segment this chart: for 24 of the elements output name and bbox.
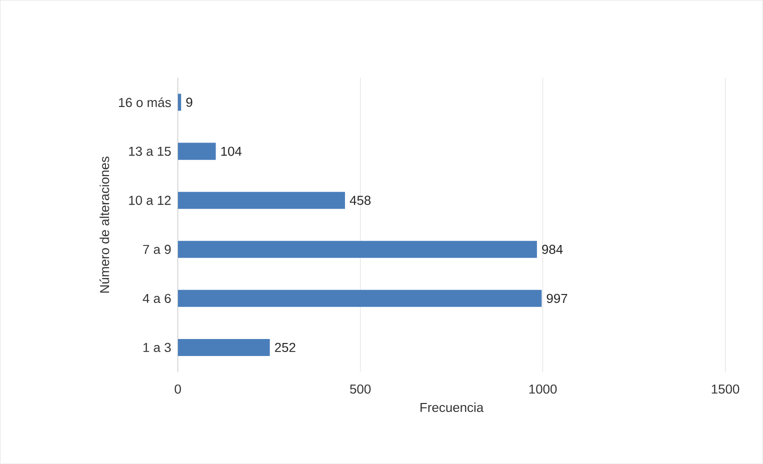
x-tick-label: 0	[174, 384, 181, 394]
bar	[178, 339, 270, 356]
data-label: 252	[274, 343, 296, 352]
y-tick-label: 13 a 15	[129, 146, 171, 156]
data-label: 458	[350, 196, 371, 206]
bar	[178, 241, 537, 258]
data-label: 104	[221, 146, 242, 156]
x-tick-label: 1000	[529, 384, 557, 394]
y-axis-title: Número de alteraciones	[100, 156, 110, 293]
y-tick-label: 7 a 9	[143, 244, 171, 254]
x-tick-label: 500	[350, 384, 371, 394]
bar	[178, 290, 542, 308]
data-label: 9	[186, 98, 192, 107]
y-tick-label: 4 a 6	[142, 294, 171, 304]
y-tick-label: 1 a 3	[143, 343, 171, 352]
data-label: 984	[542, 244, 563, 254]
y-tick-label: 16 o más	[118, 98, 171, 108]
bar	[178, 192, 345, 209]
y-tick-label: 10 a 12	[129, 196, 171, 206]
bar	[178, 94, 182, 111]
x-tick-label: 1500	[712, 384, 740, 394]
x-axis-title: Frecuencia	[420, 402, 484, 412]
data-label: 997	[546, 294, 568, 304]
bar	[178, 142, 216, 160]
